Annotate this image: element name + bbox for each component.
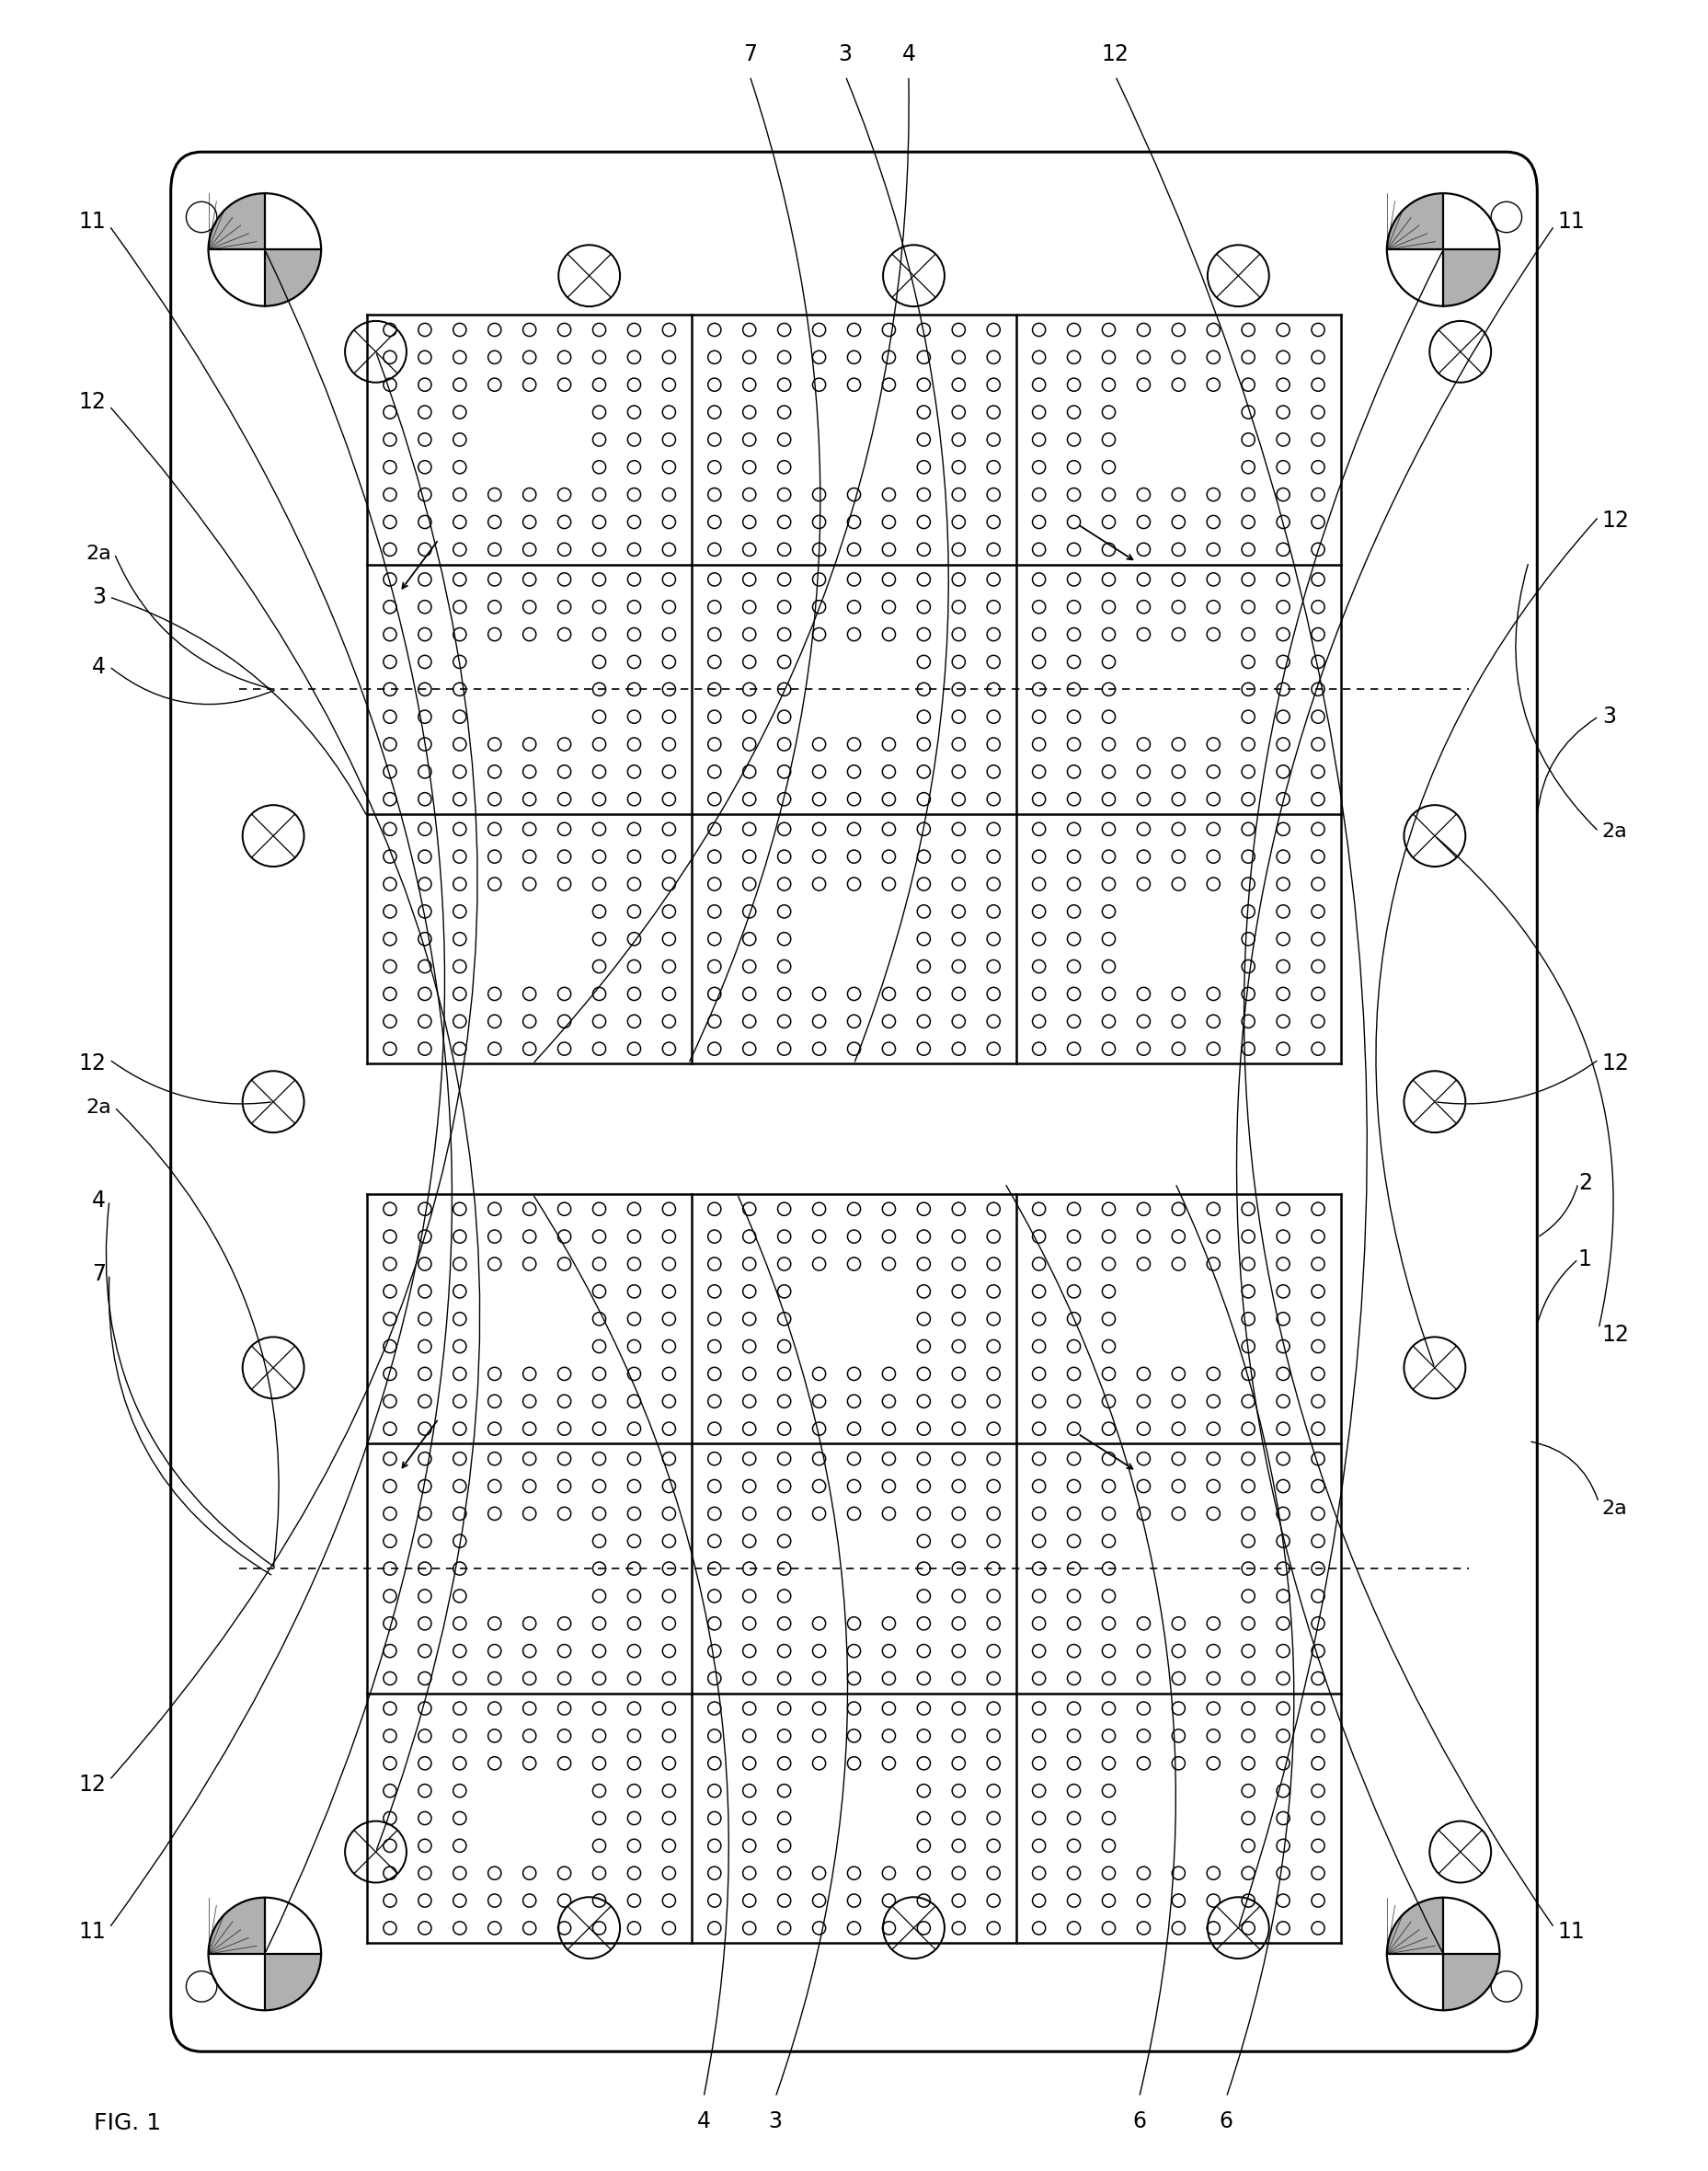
Polygon shape — [208, 1897, 265, 1954]
Polygon shape — [265, 1954, 321, 2010]
Text: 6: 6 — [1132, 2110, 1146, 2132]
Text: 7: 7 — [92, 1264, 106, 1285]
Text: 2a: 2a — [85, 545, 111, 562]
Text: 2a: 2a — [1602, 823, 1628, 840]
Text: 12: 12 — [79, 391, 106, 412]
Text: 4: 4 — [902, 43, 915, 65]
Text: 2a: 2a — [85, 1099, 111, 1116]
Text: FIG. 1: FIG. 1 — [94, 2112, 161, 2134]
Polygon shape — [208, 193, 265, 250]
Text: 4: 4 — [92, 1190, 106, 1211]
Text: 1: 1 — [1578, 1248, 1592, 1270]
Text: 11: 11 — [1558, 211, 1585, 232]
Polygon shape — [265, 250, 321, 306]
Text: 12: 12 — [79, 1053, 106, 1075]
Polygon shape — [1443, 1954, 1500, 2010]
Text: 12: 12 — [1602, 1324, 1629, 1346]
Polygon shape — [1387, 1897, 1443, 1954]
Text: 3: 3 — [1602, 706, 1616, 727]
Text: 4: 4 — [697, 2110, 711, 2132]
Text: 4: 4 — [92, 656, 106, 677]
Text: 2: 2 — [1578, 1172, 1592, 1194]
Text: 2a: 2a — [1602, 1500, 1628, 1518]
Text: 3: 3 — [769, 2110, 782, 2132]
Text: 6: 6 — [1220, 2110, 1233, 2132]
Polygon shape — [1443, 250, 1500, 306]
Text: 3: 3 — [92, 586, 106, 608]
Text: 11: 11 — [79, 211, 106, 232]
Text: 12: 12 — [1602, 510, 1629, 532]
Text: 12: 12 — [1102, 43, 1129, 65]
Text: 11: 11 — [79, 1921, 106, 1943]
Text: 3: 3 — [839, 43, 852, 65]
Polygon shape — [1387, 193, 1443, 250]
Text: 12: 12 — [79, 1774, 106, 1795]
Text: 11: 11 — [1558, 1921, 1585, 1943]
Text: 7: 7 — [743, 43, 757, 65]
Text: 12: 12 — [1602, 1053, 1629, 1075]
